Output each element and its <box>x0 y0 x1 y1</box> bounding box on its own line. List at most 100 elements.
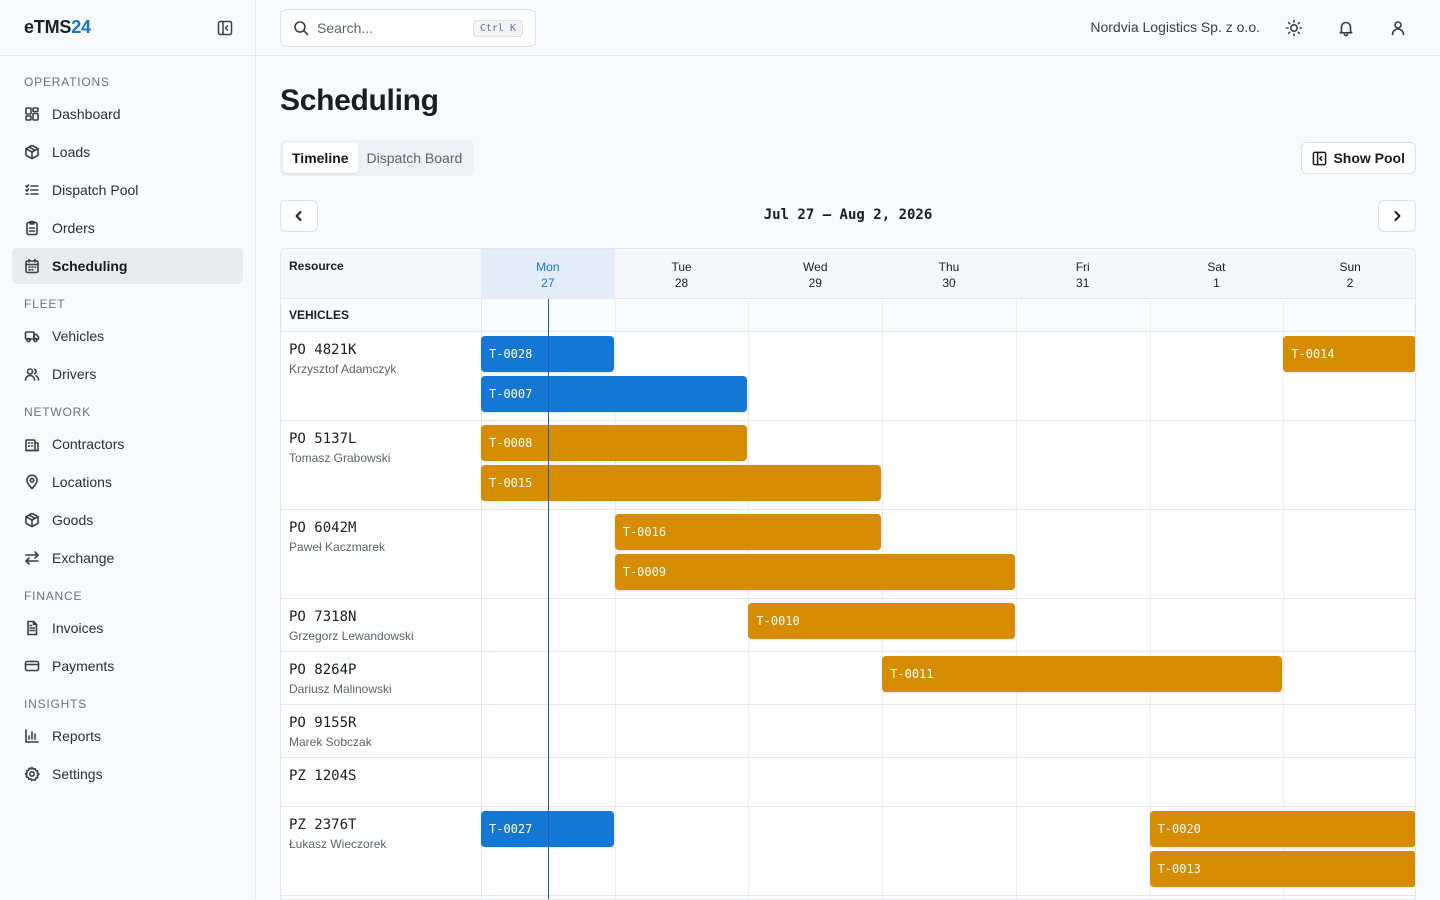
nav-group-fleet: FLEET Vehicles Drivers <box>0 292 255 392</box>
vehicle-plate[interactable]: PO 6042M <box>289 520 357 536</box>
resource-row: PO 5137L Tomasz Grabowski T-0008 T-0015 <box>281 421 1415 510</box>
sidebar-item-exchange[interactable]: Exchange <box>12 540 243 576</box>
resource-row: PO 8264P Dariusz Malinowski T-0011 <box>281 652 1415 705</box>
day-of-week: Wed <box>803 260 828 274</box>
driver-name: Krzysztof Adamczyk <box>289 362 397 376</box>
nav-group-operations: OPERATIONS Dashboard Loads Dispatch Pool Ord… <box>0 70 255 284</box>
driver-name: Marek Sobczak <box>289 735 372 749</box>
grid-divider <box>1149 299 1151 899</box>
resource-column-header: Resource <box>289 259 344 273</box>
sidebar-item-payments[interactable]: Payments <box>12 648 243 684</box>
driver-name: Grzegorz Lewandowski <box>289 629 414 643</box>
section-row-vehicles: VEHICLES <box>281 299 1415 332</box>
trip-bar[interactable]: T-0013 <box>1149 851 1415 887</box>
main-content: Scheduling Timeline Dispatch Board Show … <box>256 56 1440 900</box>
vehicle-plate[interactable]: PZ 1204S <box>289 768 357 784</box>
brand-suffix: 24 <box>71 17 91 37</box>
bar-chart-icon <box>24 728 40 744</box>
user-account-icon[interactable] <box>1388 18 1408 38</box>
panel-icon <box>1313 151 1327 165</box>
clipboard-icon <box>24 220 40 236</box>
grid-divider <box>1015 299 1017 899</box>
day-of-week: Sat <box>1207 260 1226 274</box>
brand-bar: eTMS24 <box>0 0 255 56</box>
vehicle-plate[interactable]: PO 8264P <box>289 662 357 678</box>
sidebar-item-dashboard[interactable]: Dashboard <box>12 96 243 132</box>
sidebar-item-vehicles[interactable]: Vehicles <box>12 318 243 354</box>
package-icon <box>24 144 40 160</box>
arrows-exchange-icon <box>24 550 40 566</box>
theme-toggle-sun-icon[interactable] <box>1284 18 1304 38</box>
sidebar-collapse-icon[interactable] <box>215 18 235 38</box>
trip-bar[interactable]: T-0008 <box>481 425 748 461</box>
resource-row: PO 9155R Marek Sobczak <box>281 705 1415 758</box>
trip-bar[interactable]: T-0010 <box>748 603 1015 639</box>
day-of-week: Mon <box>536 260 560 274</box>
resource-row: PO 6042M Paweł Kaczmarek T-0016 T-0009 <box>281 510 1415 599</box>
users-icon <box>24 366 40 382</box>
chevron-left-icon <box>295 211 302 221</box>
nav-group-network: NETWORK Contractors Locations Goods Exchange <box>0 400 255 576</box>
trip-bar[interactable]: T-0027 <box>481 811 614 847</box>
trip-bar[interactable]: T-0028 <box>481 336 614 372</box>
sidebar-item-label: Reports <box>52 728 102 744</box>
gear-icon <box>24 766 40 782</box>
organization-name[interactable]: Nordvia Logistics Sp. z o.o. <box>1090 19 1260 35</box>
next-week-button[interactable] <box>1378 200 1416 232</box>
notifications-bell-icon[interactable] <box>1336 18 1356 38</box>
grid-divider <box>748 299 750 899</box>
trip-bar[interactable]: T-0007 <box>481 376 748 412</box>
day-date: 27 <box>541 276 555 290</box>
vehicle-plate[interactable]: PO 5137L <box>289 431 357 447</box>
trip-bar[interactable]: T-0015 <box>481 465 882 501</box>
sidebar-item-label: Dashboard <box>52 106 121 122</box>
nav-group-label: FLEET <box>24 297 66 311</box>
sidebar-item-orders[interactable]: Orders <box>12 210 243 246</box>
day-of-week: Fri <box>1075 260 1090 274</box>
sidebar-item-reports[interactable]: Reports <box>12 718 243 754</box>
tab-timeline[interactable]: Timeline <box>283 143 358 173</box>
sidebar-item-label: Loads <box>52 144 91 160</box>
previous-week-button[interactable] <box>280 200 318 232</box>
sidebar-item-label: Vehicles <box>52 328 105 344</box>
day-date: 30 <box>942 276 956 290</box>
date-range-label: Jul 27 – Aug 2, 2026 <box>763 207 933 223</box>
trip-bar[interactable]: T-0009 <box>614 554 1015 590</box>
truck-icon <box>24 328 40 344</box>
nav-group-label: INSIGHTS <box>24 697 88 711</box>
vehicle-plate[interactable]: PO 7318N <box>289 609 357 625</box>
sidebar-item-label: Exchange <box>52 550 115 566</box>
trip-bar[interactable]: T-0016 <box>614 514 882 550</box>
calendar-icon <box>24 258 40 274</box>
sidebar-item-contractors[interactable]: Contractors <box>12 426 243 462</box>
show-pool-button[interactable]: Show Pool <box>1301 142 1416 174</box>
vehicle-plate[interactable]: PO 4821K <box>289 342 357 358</box>
sidebar-item-loads[interactable]: Loads <box>12 134 243 170</box>
sidebar-item-goods[interactable]: Goods <box>12 502 243 538</box>
grid-divider <box>614 299 616 899</box>
resource-row: PZ 1204S <box>281 758 1415 807</box>
grid-divider <box>1283 299 1285 899</box>
search-input[interactable]: Search... Ctrl K <box>280 9 536 47</box>
trip-bar[interactable]: T-0014 <box>1283 336 1415 372</box>
day-date: 28 <box>674 276 689 290</box>
brand-prefix: eTMS <box>24 17 72 37</box>
sidebar-item-drivers[interactable]: Drivers <box>12 356 243 392</box>
day-header-mon: Mon 27 <box>481 249 615 299</box>
sidebar-item-settings[interactable]: Settings <box>12 756 243 792</box>
vehicle-plate[interactable]: PO 9155R <box>289 715 357 731</box>
chevron-right-icon <box>1394 211 1401 221</box>
sidebar-item-dispatch-pool[interactable]: Dispatch Pool <box>12 172 243 208</box>
sidebar-item-invoices[interactable]: Invoices <box>12 610 243 646</box>
sidebar-item-label: Scheduling <box>52 258 128 274</box>
vehicle-plate[interactable]: PZ 2376T <box>289 817 357 833</box>
trip-bar[interactable]: T-0020 <box>1149 811 1415 847</box>
trip-bar[interactable]: T-0011 <box>882 656 1283 692</box>
grid-divider <box>882 299 884 899</box>
app-logo[interactable]: eTMS24 <box>24 17 91 38</box>
sidebar: eTMS24 OPERATIONS Dashboard Loads Dispatch … <box>0 0 256 900</box>
sidebar-item-locations[interactable]: Locations <box>12 464 243 500</box>
tab-dispatch-board[interactable]: Dispatch Board <box>366 150 463 166</box>
day-date: 2 <box>1346 276 1354 290</box>
sidebar-item-scheduling[interactable]: Scheduling <box>12 248 243 284</box>
